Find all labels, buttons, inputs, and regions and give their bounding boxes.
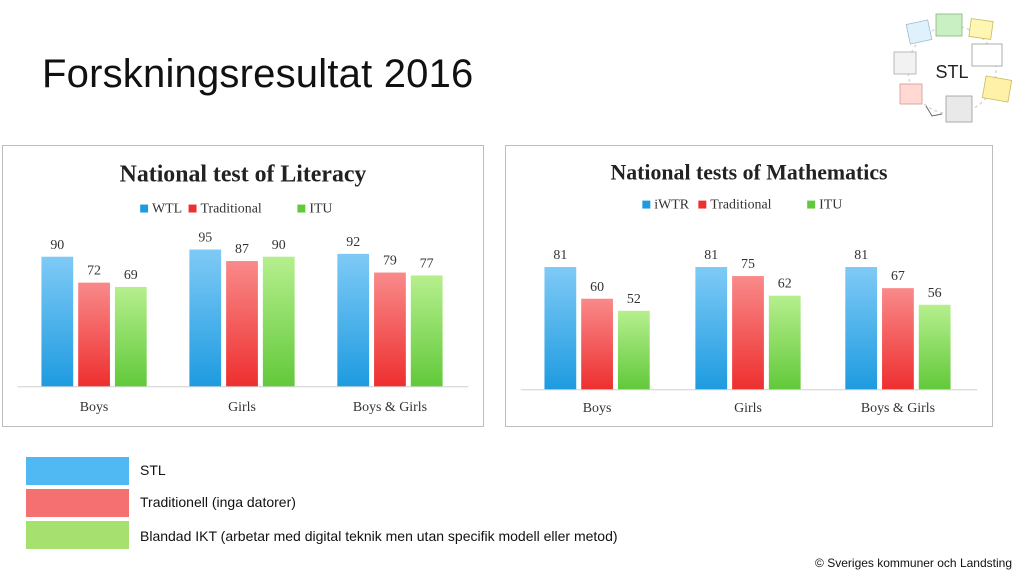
math-bar-boys-and-girls-iwtr — [845, 267, 878, 390]
math-legend-label-traditional: Traditional — [710, 198, 771, 213]
legend-label-blandad-ikt: Blandad IKT (arbetar med digital teknik … — [140, 528, 618, 544]
literacy-legend-swatch-itu — [297, 204, 306, 213]
math-value-label-girls-traditional: 75 — [741, 257, 755, 272]
math-category-label-boys: Boys — [583, 401, 612, 416]
literacy-chart-svg: National test of Literacy WTL Traditional… — [17, 162, 469, 415]
literacy-legend-label-wtl: WTL — [152, 202, 182, 217]
logo-text: STL — [935, 62, 968, 82]
literacy-value-label-boys-traditional: 72 — [87, 264, 101, 279]
math-value-label-boys-itu: 52 — [627, 292, 641, 307]
math-bar-boys-and-girls-itu — [918, 304, 951, 390]
math-category-label-girls: Girls — [734, 401, 762, 416]
math-value-label-girls-itu: 62 — [778, 277, 792, 292]
literacy-value-label-girls-traditional: 87 — [235, 242, 249, 257]
literacy-value-label-boys-and-girls-itu: 77 — [420, 256, 434, 271]
literacy-bar-boys-and-girls-wtl — [337, 253, 370, 387]
literacy-chart: National test of Literacy WTL Traditional… — [2, 145, 484, 427]
slide-title: Forskningsresultat 2016 — [42, 52, 474, 96]
literacy-category-label-boys: Boys — [80, 400, 109, 415]
stl-logo: STL — [893, 13, 1013, 123]
literacy-bar-boys-and-girls-traditional — [374, 272, 406, 387]
literacy-bar-girls-traditional — [226, 261, 258, 387]
literacy-legend-swatch-traditional — [188, 204, 197, 213]
math-legend-swatch-iwtr — [642, 200, 651, 209]
math-value-label-boys-and-girls-traditional: 67 — [891, 269, 905, 284]
math-value-label-boys-traditional: 60 — [590, 280, 604, 295]
literacy-legend-label-traditional: Traditional — [201, 202, 262, 217]
math-bar-boys-and-girls-traditional — [882, 288, 914, 390]
math-value-label-boys-and-girls-iwtr: 81 — [854, 248, 868, 263]
math-bar-boys-iwtr — [544, 267, 577, 390]
literacy-value-label-boys-itu: 69 — [124, 268, 138, 283]
literacy-value-label-boys-and-girls-wtl: 92 — [346, 235, 360, 250]
literacy-bar-girls-itu — [262, 256, 295, 387]
math-value-label-boys-iwtr: 81 — [553, 248, 567, 263]
literacy-category-label-girls: Girls — [228, 400, 256, 415]
literacy-bar-boys-traditional — [78, 282, 110, 387]
math-chart-title: National tests of Mathematics — [610, 161, 887, 185]
legend-label-stl: STL — [140, 462, 166, 478]
math-category-label-boys-and-girls: Boys & Girls — [861, 401, 935, 416]
copyright-footer: © Sveriges kommuner och Landsting — [815, 556, 1012, 570]
literacy-value-label-boys-and-girls-traditional: 79 — [383, 254, 397, 269]
literacy-legend-swatch-wtl — [140, 204, 149, 213]
literacy-value-label-girls-wtl: 95 — [198, 231, 212, 246]
legend-swatch-stl — [26, 457, 129, 485]
math-chart-svg: National tests of Mathematics iWTR Tradit… — [520, 161, 978, 416]
literacy-bar-girls-wtl — [189, 249, 222, 387]
literacy-bar-boys-itu — [114, 286, 147, 387]
math-legend-swatch-itu — [807, 200, 816, 209]
literacy-bar-boys-and-girls-itu — [410, 275, 443, 387]
math-legend-label-iwtr: iWTR — [654, 198, 689, 213]
literacy-category-label-boys-and-girls: Boys & Girls — [353, 400, 427, 415]
math-bar-boys-itu — [617, 310, 650, 390]
math-bar-girls-itu — [768, 295, 801, 390]
math-bar-girls-iwtr — [695, 267, 728, 390]
math-bar-boys-traditional — [581, 298, 613, 390]
math-bar-girls-traditional — [732, 276, 764, 390]
math-legend-label-itu: ITU — [819, 198, 842, 213]
legend-label-traditionell: Traditionell (inga datorer) — [140, 494, 296, 510]
literacy-bar-boys-wtl — [41, 256, 74, 387]
literacy-legend-label-itu: ITU — [309, 202, 332, 217]
literacy-value-label-girls-itu: 90 — [272, 238, 286, 253]
math-chart: National tests of Mathematics iWTR Tradit… — [505, 145, 993, 427]
literacy-value-label-boys-wtl: 90 — [50, 238, 64, 253]
math-value-label-girls-iwtr: 81 — [704, 248, 718, 263]
legend-swatch-traditionell — [26, 489, 129, 517]
literacy-chart-title: National test of Literacy — [120, 162, 367, 188]
math-value-label-boys-and-girls-itu: 56 — [928, 286, 942, 301]
legend-swatch-blandad-ikt — [26, 521, 129, 549]
math-legend-swatch-traditional — [698, 200, 707, 209]
